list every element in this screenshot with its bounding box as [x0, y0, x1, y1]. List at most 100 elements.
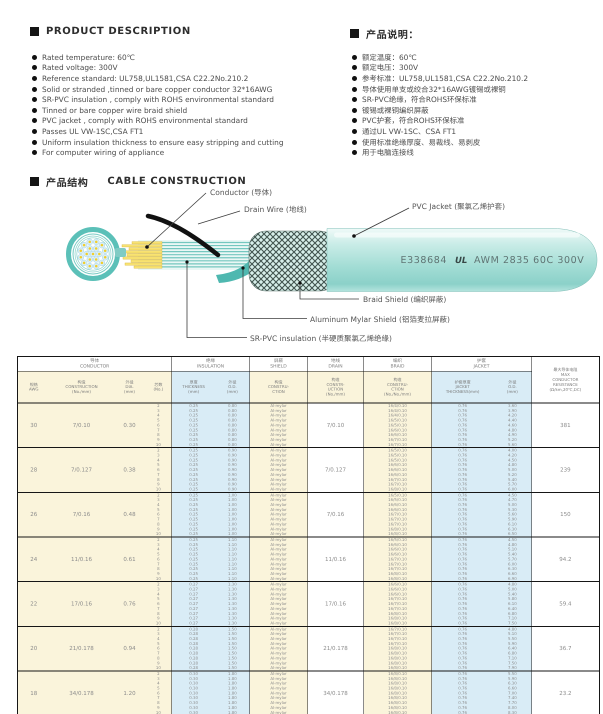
braid-cell: 16/7/0.10	[363, 521, 432, 527]
ins-thickness-cell: 0.25	[171, 482, 216, 487]
shield-cell: Al-mylar	[249, 422, 308, 428]
core-conductor-dot	[100, 261, 104, 265]
resistance-cell: 239	[531, 447, 600, 493]
ins-od-cell: 1.10	[215, 542, 250, 548]
bullet-dot-icon	[32, 128, 37, 134]
ins-thickness-cell: 0.25	[171, 552, 216, 557]
core-conductor-dot	[103, 256, 107, 259]
bullet-dot-icon	[352, 128, 357, 134]
shield-cell: Al-mylar	[249, 700, 308, 706]
shield-cell: Al-mylar	[249, 536, 308, 543]
jacket-thickness-cell: 0.76	[431, 453, 494, 458]
drain-wire-label: Drain Wire (地线)	[244, 205, 307, 214]
drain-cell: 34/0.178	[307, 670, 364, 714]
braid-cell: 16/8/0.10	[363, 620, 432, 627]
conductor-strands	[119, 241, 163, 269]
jacket-od-cell: 7.00	[493, 690, 532, 696]
cores-cell: 5	[145, 418, 172, 423]
construction-cell: 11/0.16	[49, 536, 114, 582]
shield-cell: Al-mylar	[249, 403, 308, 409]
core-conductor-dot	[95, 264, 98, 268]
braid-cell: 16/8/0.10	[363, 660, 432, 666]
left-nub	[115, 248, 126, 257]
jacket-od-cell: 8.30	[493, 710, 532, 714]
jacket-thickness-cell: 0.76	[431, 477, 494, 483]
cores-cell: 8	[145, 611, 172, 617]
braid-cell: 16/5/0.10	[363, 536, 432, 543]
spec-sub-row: 7 0.25 1.00 Al-mylar 16/7/0.10 0.76 5.90	[18, 517, 600, 522]
ins-od-cell: 1.00	[215, 517, 250, 522]
ins-thickness-cell: 0.30	[171, 676, 216, 682]
desc-en-item: Uniform insulation thickness to ensure e…	[32, 137, 284, 148]
ins-thickness-cell: 0.25	[171, 403, 216, 409]
ins-od-cell: 1.30	[215, 616, 250, 621]
bullet-dot-icon	[32, 75, 37, 81]
sub-header-8: 构造 CONSTRU- CTION (No./No./mm)	[363, 371, 432, 404]
ins-od-cell: 1.30	[215, 611, 250, 617]
desc-cn-item: 用于电脑连接线	[352, 147, 528, 158]
braid-cell: 16/6/0.10	[363, 432, 432, 438]
braid-cell: 16/6/0.10	[363, 502, 432, 508]
jacket-print-number: E338684	[401, 255, 447, 266]
conductor-strand	[119, 250, 163, 254]
braid-cell: 16/8/0.10	[363, 705, 432, 711]
bullet-dot-icon	[352, 75, 357, 81]
jacket-od-cell: 6.30	[493, 566, 532, 572]
awg-cell: 30	[17, 403, 50, 448]
braid-cell: 16/8/0.10	[363, 665, 432, 671]
ins-od-cell: 1.30	[215, 581, 250, 588]
jacket-od-cell: 6.90	[493, 576, 532, 582]
braid-cell: 16/8/0.10	[363, 700, 432, 706]
desc-cn-item-text: SR-PVC绝缘，符合ROHS环保标准	[362, 95, 477, 105]
cores-cell: 6	[145, 422, 172, 428]
braid-cell: 16/6/0.10	[363, 467, 432, 473]
jacket-thickness-cell: 0.76	[431, 442, 494, 448]
desc-en-item: PVC jacket , comply with ROHS environmen…	[32, 116, 284, 127]
shield-cell: Al-mylar	[249, 413, 308, 419]
jacket-thickness-cell: 0.76	[431, 646, 494, 652]
pvc-jacket-shape	[326, 228, 598, 292]
ins-od-cell: 0.90	[215, 486, 250, 493]
cores-cell: 10	[145, 442, 172, 448]
core-conductor-dot	[98, 252, 101, 256]
sub-header-9: 护套厚度 JACKET THICKNESS(mm)	[431, 371, 494, 404]
jacket-thickness-cell: 0.76	[431, 467, 494, 473]
desc-en-item-text: Rated voltage: 300V	[42, 63, 118, 73]
shield-cell: Al-mylar	[249, 552, 308, 557]
ins-od-cell: 1.30	[215, 587, 250, 592]
ins-thickness-cell: 0.25	[171, 486, 216, 493]
ins-od-cell: 1.10	[215, 576, 250, 582]
jacket-od-cell: 7.10	[493, 655, 532, 661]
desc-cn-item-text: 用于电脑连接线	[362, 148, 414, 158]
jacket-thickness-cell: 0.76	[431, 418, 494, 423]
spec-sub-row: 7 0.25 1.10 Al-mylar 16/7/0.10 0.76 6.00	[18, 561, 600, 567]
jacket-thickness-cell: 0.76	[431, 491, 494, 498]
jacket-od-cell: 5.80	[493, 596, 532, 602]
desc-cn-item-text: PVC护套，符合ROHS环保标准	[362, 116, 465, 126]
braid-cell: 16/7/0.10	[363, 625, 432, 632]
braid-cell: 16/7/0.10	[363, 631, 432, 637]
bullet-dot-icon	[352, 97, 357, 103]
ins-thickness-cell: 0.28	[171, 625, 216, 632]
awg-cell: 28	[17, 447, 50, 493]
jacket-thickness-cell: 0.76	[431, 542, 494, 548]
braid-cell: 16/4/0.10	[363, 413, 432, 419]
shield-cell: Al-mylar	[249, 631, 308, 637]
braid-cell: 16/7/0.10	[363, 641, 432, 647]
ins-od-cell: 1.80	[215, 710, 250, 714]
spec-sub-row: 4 0.25 0.90 Al-mylar 16/5/0.10 0.76 4.50	[18, 457, 600, 463]
drain-cell: 21/0.178	[307, 625, 364, 671]
jacket-od-cell: 5.10	[493, 631, 532, 637]
jacket-thickness-cell: 0.76	[431, 651, 494, 656]
ins-od-cell: 1.00	[215, 526, 250, 532]
desc-cn-item-text: 额定电压：300V	[362, 63, 419, 73]
spec-sub-row: 10 0.25 1.00 Al-mylar 16/8/0.10 0.76 6.50	[18, 531, 600, 537]
jacket-thickness-cell: 0.76	[431, 695, 494, 701]
desc-cn-item-text: 额定温度：60℃	[362, 52, 417, 62]
cores-cell: 2	[145, 625, 172, 632]
sub-header-2: 外径 DIA. (mm)	[113, 371, 146, 404]
braid-cell: 16/8/0.10	[363, 695, 432, 701]
resistance-header: 最大导体电阻 MAX CONDUCTOR RESISTANCE (Ω/km,20…	[531, 356, 600, 404]
dia-cell: 0.30	[113, 403, 146, 448]
spec-sub-row: 30 7/0.10 0.30 2 0.25 0.80 Al-mylar 7/0.10 16/4/…	[17, 403, 600, 448]
